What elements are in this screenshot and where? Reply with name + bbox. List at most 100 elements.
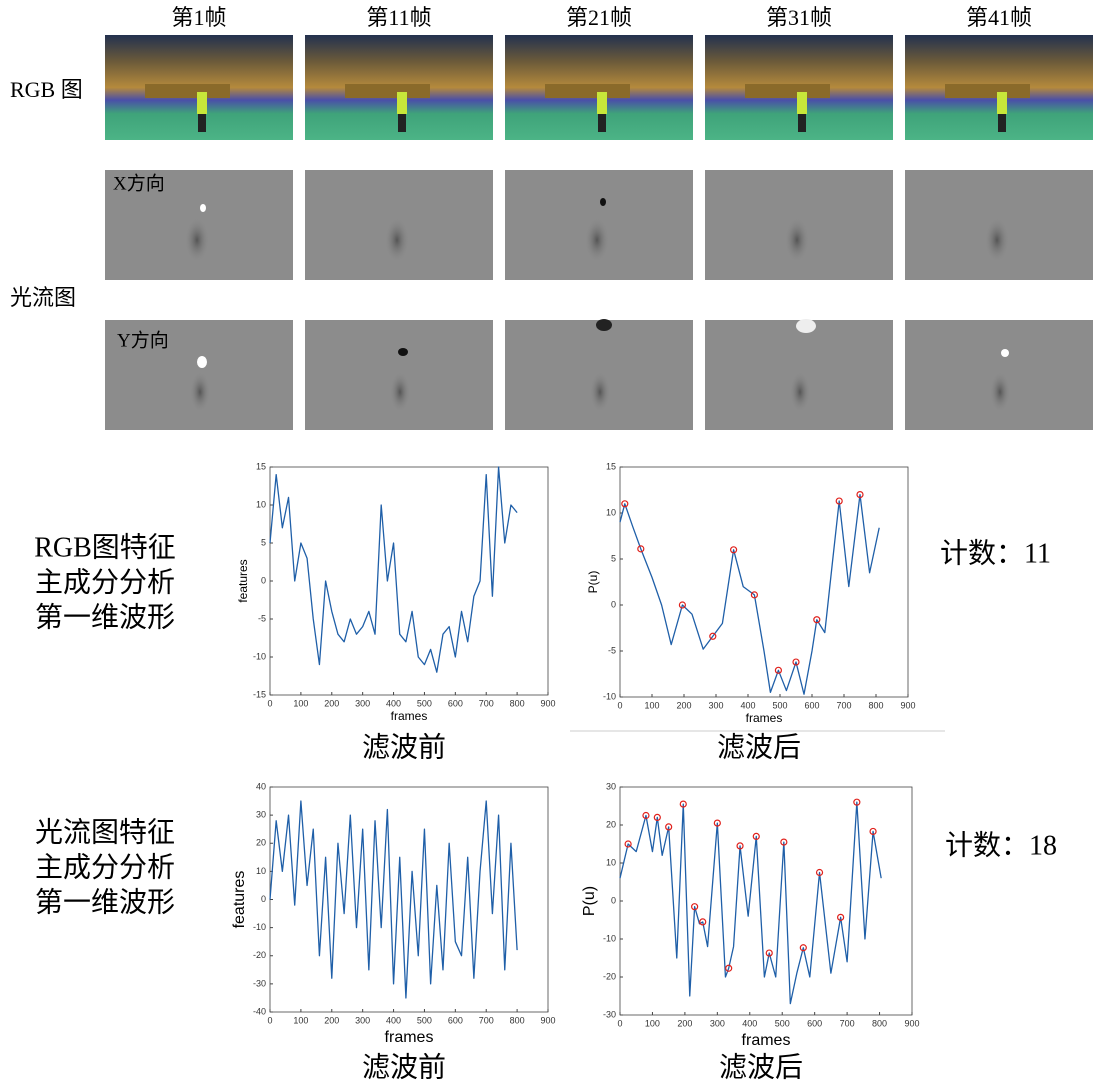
y-tick-label: -20	[603, 971, 616, 981]
y-tick-label: 0	[611, 895, 616, 905]
y-tick-label: 10	[256, 499, 266, 509]
x-tick-label: 200	[676, 700, 691, 710]
flow-blob	[785, 218, 809, 262]
row-label: 光流图	[10, 285, 76, 310]
x-tick-label: 700	[840, 1018, 855, 1028]
flow-blob	[596, 319, 612, 331]
panel-label: Y方向	[117, 329, 169, 351]
player-legs	[998, 114, 1006, 132]
y-tick-label: 15	[606, 461, 616, 471]
frame-label: 第11帧	[366, 5, 431, 30]
x-tick-label: 800	[868, 700, 883, 710]
x-tick-label: 500	[417, 698, 432, 708]
x-tick-label: 100	[644, 700, 659, 710]
player	[997, 92, 1007, 114]
y-tick-label: -15	[253, 689, 266, 699]
flow-blob	[796, 319, 816, 333]
row-label: 主成分分析	[35, 566, 175, 598]
count-label: 计数：18	[945, 829, 1057, 861]
x-tick-label: 600	[804, 700, 819, 710]
x-tick-label: 300	[708, 700, 723, 710]
x-tick-label: 100	[293, 1015, 308, 1025]
player	[597, 92, 607, 114]
y-tick-label: 15	[256, 461, 266, 471]
flow-blob	[200, 204, 206, 212]
y-tick-label: -10	[603, 691, 616, 701]
x-tick-label: 900	[904, 1018, 919, 1028]
data-line	[620, 495, 879, 695]
x-tick-label: 100	[645, 1018, 660, 1028]
y-axis-label: features	[236, 559, 250, 602]
y-tick-label: 10	[606, 507, 616, 517]
plot-frame	[270, 787, 548, 1012]
x-tick-label: 400	[386, 698, 401, 708]
x-tick-label: 700	[479, 698, 494, 708]
y-tick-label: -30	[603, 1009, 616, 1019]
y-tick-label: 30	[256, 810, 266, 820]
row-label: 第一维波形	[35, 601, 175, 633]
x-tick-label: 900	[540, 698, 555, 708]
x-tick-label: 100	[293, 698, 308, 708]
y-tick-label: 10	[606, 857, 616, 867]
caption: 滤波后	[717, 731, 801, 763]
row-label: 主成分分析	[35, 851, 175, 883]
caption: 滤波前	[362, 731, 446, 763]
x-tick-label: 800	[510, 1015, 525, 1025]
data-line	[270, 801, 517, 998]
y-tick-label: 5	[611, 553, 616, 563]
frame-label: 第21帧	[566, 5, 632, 30]
x-tick-label: 0	[617, 700, 622, 710]
banner	[745, 84, 830, 98]
x-tick-label: 300	[710, 1018, 725, 1028]
player	[397, 92, 407, 114]
x-tick-label: 400	[742, 1018, 757, 1028]
x-tick-label: 900	[540, 1015, 555, 1025]
banner	[345, 84, 430, 98]
count-label: 计数：11	[940, 537, 1051, 569]
x-tick-label: 600	[448, 1015, 463, 1025]
data-line	[270, 467, 517, 672]
x-tick-label: 700	[479, 1015, 494, 1025]
player	[197, 92, 207, 114]
flow-blob	[385, 218, 409, 262]
x-tick-label: 200	[677, 1018, 692, 1028]
y-tick-label: 10	[256, 866, 266, 876]
player-legs	[198, 114, 206, 132]
x-tick-label: 300	[355, 698, 370, 708]
y-tick-label: -5	[258, 613, 266, 623]
x-axis-label: frames	[742, 1032, 791, 1049]
y-tick-label: 20	[256, 838, 266, 848]
flow-blob	[590, 372, 610, 412]
flow-blob	[990, 372, 1010, 412]
plot-frame	[270, 467, 548, 695]
y-tick-label: 30	[606, 781, 616, 791]
x-tick-label: 800	[872, 1018, 887, 1028]
x-tick-label: 0	[267, 698, 272, 708]
data-line	[620, 802, 881, 1003]
x-tick-label: 200	[324, 1015, 339, 1025]
player	[797, 92, 807, 114]
x-tick-label: 500	[772, 700, 787, 710]
flow-blob	[190, 372, 210, 412]
y-tick-label: 40	[256, 781, 266, 791]
x-axis-label: frames	[746, 711, 783, 725]
image-grid	[105, 35, 1093, 430]
x-tick-label: 900	[900, 700, 915, 710]
player-legs	[598, 114, 606, 132]
x-tick-label: 400	[740, 700, 755, 710]
flow-blob	[398, 348, 408, 356]
figure: RGB 图 光流图 X方向 Y方向 第1帧第11帧第21帧第31帧第41帧RGB…	[0, 0, 1093, 1088]
flow-blob	[390, 372, 410, 412]
x-tick-label: 300	[355, 1015, 370, 1025]
x-tick-label: 600	[448, 698, 463, 708]
y-tick-label: 0	[261, 575, 266, 585]
y-tick-label: 5	[261, 537, 266, 547]
panel-label: X方向	[113, 172, 165, 194]
player-legs	[798, 114, 806, 132]
x-tick-label: 0	[267, 1015, 272, 1025]
y-tick-label: 0	[261, 894, 266, 904]
y-axis-label: P(u)	[586, 571, 600, 594]
y-tick-label: 20	[606, 819, 616, 829]
x-tick-label: 800	[510, 698, 525, 708]
flow-blob	[790, 372, 810, 412]
